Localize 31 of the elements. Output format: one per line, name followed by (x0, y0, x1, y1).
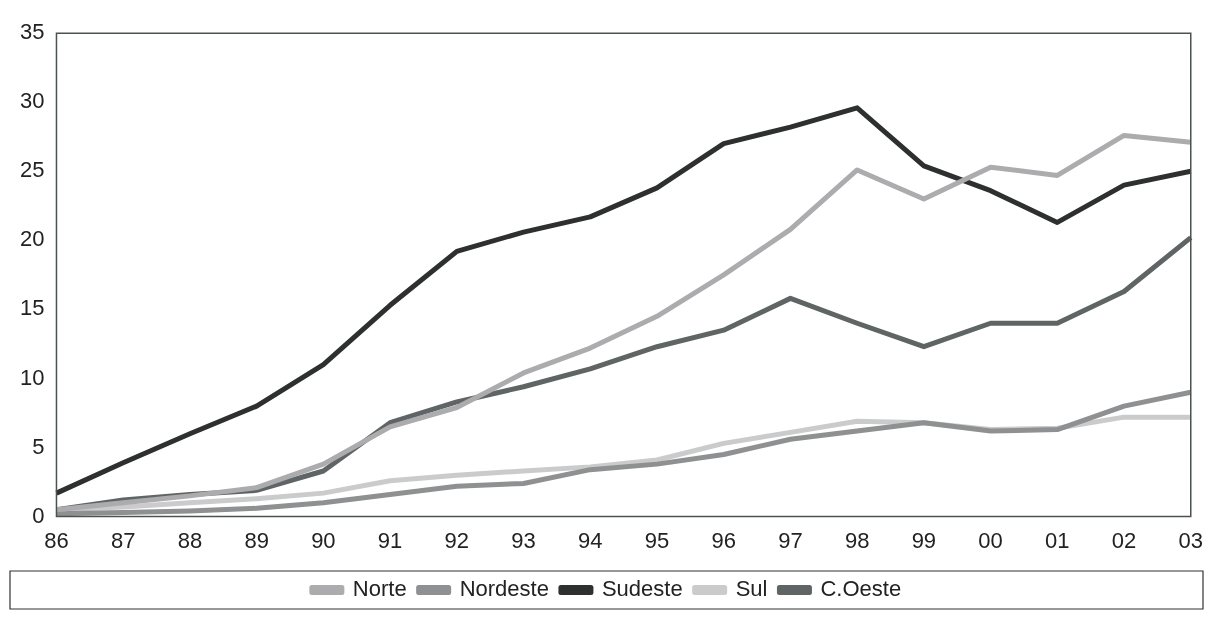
y-tick-label: 35 (19, 19, 45, 45)
x-tick-label: 86 (44, 527, 69, 553)
x-tick-label: 94 (578, 527, 603, 553)
x-tick-label: 87 (110, 527, 136, 553)
x-tick-label: 02 (1111, 527, 1137, 553)
y-tick-label: 20 (19, 226, 45, 252)
y-tick-label: 25 (19, 157, 45, 183)
x-tick-label: 93 (511, 527, 536, 553)
legend-label: Norte (352, 576, 407, 602)
x-tick-label: 88 (177, 527, 203, 553)
x-tick-label: 00 (978, 527, 1003, 553)
legend-label: C.Oeste (820, 576, 902, 602)
x-tick-label: 95 (644, 527, 670, 553)
y-tick-label: 15 (19, 295, 45, 321)
legend-label: Sul (735, 576, 768, 602)
legend-label: Sudeste (601, 576, 683, 602)
legend-label: Nordeste (459, 576, 549, 602)
x-tick-label: 97 (778, 527, 803, 553)
y-tick-label: 30 (19, 88, 45, 114)
y-tick-label: 10 (19, 364, 45, 390)
x-tick-label: 03 (1178, 527, 1204, 553)
x-tick-label: 96 (711, 527, 736, 553)
x-tick-label: 98 (844, 527, 870, 553)
x-tick-label: 90 (311, 527, 336, 553)
x-tick-label: 99 (911, 527, 937, 553)
x-tick-label: 91 (377, 527, 403, 553)
y-tick-label: 0 (32, 502, 45, 528)
y-tick-label: 5 (32, 433, 45, 459)
x-tick-label: 89 (244, 527, 269, 553)
x-tick-label: 01 (1045, 527, 1070, 553)
x-tick-label: 92 (444, 527, 470, 553)
